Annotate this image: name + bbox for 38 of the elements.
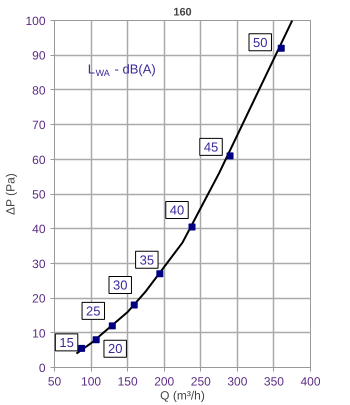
y-axis-title: ΔP (Pa) — [3, 173, 18, 216]
point — [156, 270, 164, 278]
x-tick-label: 350 — [264, 374, 284, 388]
y-tick-label: 80 — [32, 83, 46, 98]
y-tick-label: 90 — [32, 48, 46, 63]
x-tick-label: 100 — [81, 374, 102, 388]
y-tick-label: 50 — [32, 188, 46, 202]
x-tick-label: 150 — [118, 374, 138, 388]
chart-title: 160 — [173, 6, 192, 18]
x-tick-label: 250 — [190, 374, 212, 388]
y-tick-label: 20 — [32, 292, 46, 306]
annotation: 30 — [112, 278, 128, 293]
x-tick-label: 300 — [227, 374, 248, 388]
y-tick-label: 60 — [32, 152, 46, 167]
point — [130, 302, 138, 309]
x-tick-label: 50 — [48, 374, 62, 388]
annotation: 35 — [140, 252, 154, 268]
y-tick-label: 100 — [25, 14, 46, 28]
point — [78, 344, 86, 352]
x-tick-label: 200 — [154, 374, 175, 388]
annotation: 50 — [253, 34, 268, 50]
annotation: 20 — [108, 341, 122, 356]
y-tick-label: 0 — [38, 361, 46, 375]
point — [278, 44, 285, 52]
point — [108, 322, 116, 330]
y-tick-label: 30 — [32, 256, 46, 271]
point — [226, 152, 234, 160]
point — [92, 336, 100, 344]
x-tick-label: 400 — [300, 374, 321, 388]
annotation: 40 — [170, 202, 184, 218]
y-tick-label: 10 — [32, 326, 46, 340]
point — [188, 223, 196, 230]
x-axis-title: Q (m³/h) — [160, 388, 205, 402]
annotation: 15 — [59, 334, 74, 350]
y-tick-label: 70 — [32, 118, 46, 132]
annotation: 45 — [204, 139, 218, 154]
y-tick-label: 40 — [32, 222, 46, 236]
annotation: 25 — [86, 303, 101, 318]
